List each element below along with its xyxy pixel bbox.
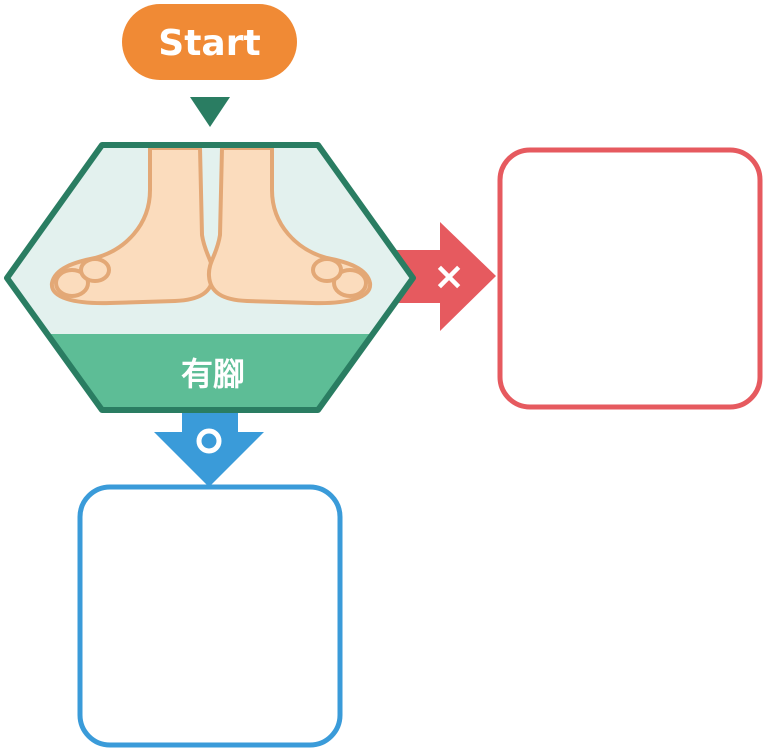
start-label: Start <box>158 23 260 64</box>
feet-illustration <box>49 146 373 306</box>
decision-label: 有腳 <box>181 355 245 393</box>
no-branch-marker: × <box>433 254 465 298</box>
yes-branch-arrow <box>154 405 264 487</box>
no-answer-box <box>497 147 763 410</box>
yes-branch-marker <box>196 428 222 454</box>
no-branch-arrow: × <box>395 222 496 331</box>
decision-node: 有腳 <box>4 142 416 413</box>
start-node: Start <box>122 4 297 80</box>
yes-answer-box <box>77 484 343 748</box>
start-to-decision-arrow <box>190 97 230 127</box>
